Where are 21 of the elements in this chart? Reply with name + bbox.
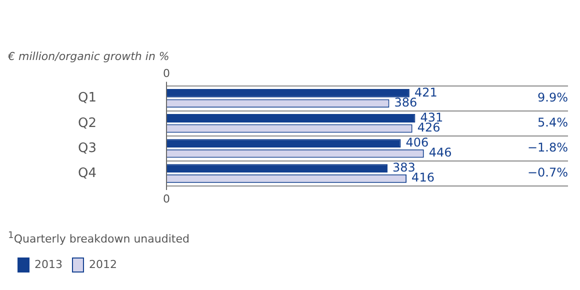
legend-label: 2013 [34, 258, 62, 271]
text: $^{1}$Quarterly breakdown unaudited [8, 230, 190, 246]
text: 0 [163, 67, 170, 80]
bar [166, 164, 388, 173]
text: 5.4% [538, 116, 568, 130]
text: −1.8% [527, 140, 568, 155]
text: 9.9% [538, 90, 568, 104]
chart-title: € million/organic growth in % [7, 50, 170, 64]
text: 0 [163, 192, 170, 206]
bar [166, 139, 401, 148]
bar [166, 114, 416, 122]
data-label: 426 [417, 120, 440, 135]
y-tick-label: Q3 [78, 140, 97, 156]
y-tick-label: Q4 [78, 166, 97, 181]
data-label: 446 [428, 146, 452, 160]
bar [166, 88, 410, 98]
text: −0.7% [527, 166, 568, 180]
y-tick-label: Q2 [78, 116, 97, 131]
data-label: 406 [406, 135, 429, 150]
legend-label: 2012 [88, 258, 117, 271]
y-tick-label: Q1 [78, 90, 97, 106]
